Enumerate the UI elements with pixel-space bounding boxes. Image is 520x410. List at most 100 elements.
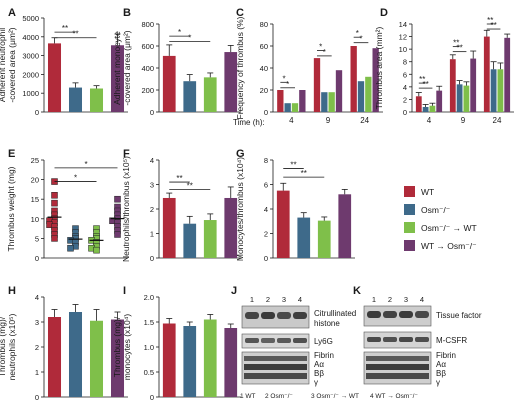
y-tick-label: 1 (150, 230, 154, 239)
blot-j-ly6g-band (277, 338, 291, 343)
blot-k-lane-2: 2 (388, 295, 392, 304)
y-tick-label: 15 (31, 195, 39, 204)
y-tick-label: 0 (35, 108, 39, 117)
blot-j-label-ly6g: Ly6G (314, 337, 333, 346)
bar-d-24-2 (490, 69, 497, 112)
bar-d-9-2 (456, 84, 463, 112)
blot-j-ly6g-band (293, 338, 307, 343)
legend: WT Osm⁻/⁻ Osm⁻/⁻ → WT WT → Osm⁻/⁻ (404, 186, 477, 251)
y-axis-label: neutrophils (x10⁵) (7, 313, 17, 380)
blot-j-label-citrullinated: Citrullinated (314, 309, 356, 318)
y-axis-label: Neutrophils/thrombus (x10⁵) (121, 156, 131, 262)
bar-a-4 (110, 45, 125, 113)
y-tick-label: 20 (260, 86, 268, 95)
bar-f-4 (224, 197, 238, 258)
bar-i-4 (224, 328, 238, 397)
significance-label: * (188, 34, 191, 43)
y-tick-label: 1.5 (144, 318, 154, 327)
panel-letter-g: G (236, 148, 245, 160)
blot-j-histone-band (261, 312, 275, 319)
panel-letter-c: C (236, 7, 244, 19)
blot-k-mcsfr-band (399, 337, 413, 342)
blot-k-tf-band (367, 311, 381, 318)
y-axis-label: Thrombus area (mm²) (374, 27, 384, 110)
blot-j-label-g: γ (314, 378, 318, 387)
bar-a-2 (68, 87, 83, 112)
significance-label: ** (72, 30, 78, 39)
y-axis-label: -covered area (μm²) (122, 30, 132, 105)
significance-label: * (359, 35, 362, 44)
blot-k-fibrin-band-g (366, 373, 429, 379)
significance-label: * (74, 174, 77, 183)
y-tick-label: 0 (35, 393, 39, 402)
y-tick-label: 40 (260, 64, 268, 73)
significance-label: ** (490, 21, 496, 30)
y-tick-label: 12 (399, 33, 407, 42)
bar-g-1 (276, 190, 290, 258)
significance-label: ** (290, 161, 296, 170)
blot-k-lane-4: 4 (420, 295, 424, 304)
legend-label-wt-to-osm: WT → Osm⁻/⁻ (421, 241, 477, 251)
blot-j-histone-band (277, 312, 291, 319)
blot-k-label-mcsfr: M-CSFR (436, 336, 467, 345)
bar-d-4-3 (429, 105, 436, 112)
blot-k-label-aa: Aα (436, 360, 446, 369)
blot-j-lane-1: 1 (250, 295, 254, 304)
blot-k-lane-3: 3 (404, 295, 408, 304)
y-tick-label: 4000 (22, 33, 39, 42)
blot-k-fibrin-band-a (366, 356, 429, 361)
legend-swatch-osm (404, 204, 415, 215)
y-tick-label: 3000 (22, 52, 39, 61)
y-tick-label: 0.5 (144, 368, 154, 377)
bar-c-9-2 (321, 92, 328, 112)
bar-d-24-3 (497, 69, 504, 112)
blot-j-lane-2: 2 (266, 295, 270, 304)
y-axis-label: Adherent neutrophil (0, 28, 7, 102)
bar-d-9-4 (470, 58, 477, 112)
blot-panel-k: K 1 2 3 4 Tissue factor M-CSFR Fibrin Aα… (353, 285, 482, 387)
significance-label: ** (62, 24, 68, 33)
scatter-point (51, 235, 58, 242)
x-tick-label: 24 (493, 116, 502, 125)
panel-letter-e: E (8, 148, 15, 160)
bar-b-3 (203, 77, 217, 112)
y-tick-label: 4 (264, 205, 268, 214)
bar-b-2 (183, 81, 197, 112)
y-axis-label: Adherent monocyte (112, 31, 122, 105)
blot-j-lane-3: 3 (282, 295, 286, 304)
blot-j-label-bb: Bβ (314, 369, 324, 378)
scatter-point (114, 231, 121, 238)
y-tick-label: 0 (35, 254, 39, 263)
panel-letter-b: B (123, 7, 131, 19)
bar-c-24-4 (372, 48, 379, 112)
panel-letter-j: J (231, 285, 237, 297)
bar-i-2 (183, 326, 197, 397)
legend-swatch-wt-to-osm (404, 240, 415, 251)
bar-g-3 (317, 220, 331, 258)
y-tick-label: 3 (35, 318, 39, 327)
blot-j-fibrin-band-g (244, 373, 307, 379)
bar-c-24-3 (365, 76, 372, 112)
y-tick-label: 10 (31, 215, 39, 224)
bar-c-9-4 (335, 70, 343, 112)
y-tick-label: 1000 (22, 89, 39, 98)
y-axis-label: Frequency of thrombus (%) (235, 16, 245, 119)
blot-j-ly6g-strip (241, 333, 310, 349)
significance-label: ** (419, 75, 425, 84)
significance-label: ** (187, 181, 193, 190)
blot-caption-1: 1 WT (240, 393, 256, 400)
panel-letter-d: D (380, 7, 388, 19)
y-tick-label: 14 (399, 20, 407, 29)
bar-d-24-1 (483, 36, 490, 113)
y-tick-label: 0 (403, 108, 407, 117)
blot-k-tf-band (415, 311, 429, 318)
significance-label: * (178, 28, 181, 37)
bar-c-24-2 (357, 81, 365, 112)
bar-f-2 (183, 223, 197, 258)
blot-k-label-bb: Bβ (436, 369, 446, 378)
blot-k-lane-1: 1 (372, 295, 376, 304)
blot-j-label-fibrin: Fibrin (314, 351, 334, 360)
y-tick-label: 80 (260, 20, 268, 29)
